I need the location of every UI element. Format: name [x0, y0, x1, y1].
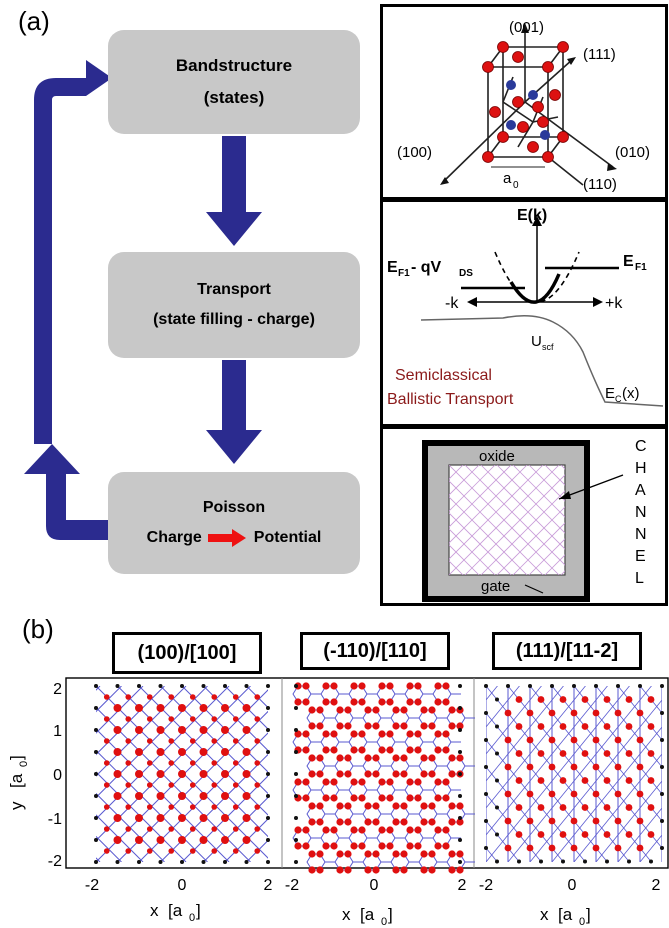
cross-section-diagram: oxide gate C H A N N E L	[422, 438, 647, 602]
caption-line2: Ballistic Transport	[387, 391, 514, 408]
x-label: x	[150, 901, 159, 920]
y-tick: -2	[48, 853, 62, 870]
x-unit: [a	[558, 905, 573, 924]
channel-letter: N	[635, 526, 647, 543]
x-unit-sub: 0	[579, 916, 585, 928]
x-tick: -2	[479, 877, 493, 894]
uscf-label: U	[531, 333, 542, 350]
x-tick: -2	[85, 877, 99, 894]
channel-letters: C H A N N E L	[635, 438, 647, 587]
x-tick: 2	[458, 877, 467, 894]
x-tick: 2	[652, 877, 661, 894]
lattice-plots: 2 1 0 -1 -2 -2 0 2 -2 0 2 -2 0 2 x [a 0 …	[7, 677, 669, 928]
ef1-left-tail-sub: DS	[459, 268, 473, 279]
crystal-diagram: (001) (111) (100) (010) (110) a 0	[397, 19, 650, 193]
red-arrow-icon	[207, 529, 246, 548]
a0-label: a	[503, 170, 512, 187]
potential-label: Potential	[253, 529, 322, 546]
x-unit: [a	[168, 901, 183, 920]
ef1-right-label: E	[623, 253, 634, 270]
dir-100: (100)	[397, 144, 432, 161]
dir-110: (110)	[583, 176, 617, 193]
ef1-right-sub: F1	[635, 262, 647, 273]
bandstructure-subtitle: (states)	[203, 88, 265, 107]
dir-111: (111)	[583, 46, 616, 63]
charge-label: Charge	[146, 529, 202, 546]
title-100: (100)/[100]	[112, 632, 262, 674]
title-111: (111)/[11-2]	[492, 632, 642, 670]
panel-b-label: (b)	[22, 614, 54, 644]
channel-letter: C	[635, 438, 647, 455]
channel-lattice	[449, 465, 565, 575]
x-tick: 0	[370, 877, 379, 894]
transport-box: Transport (state filling - charge)	[108, 252, 360, 358]
y-tick: 1	[53, 723, 62, 740]
x-ticks: -2 0 2 -2 0 2 -2 0 2	[85, 877, 661, 894]
transport-frame	[380, 199, 668, 427]
y-tick: -1	[48, 811, 62, 828]
panel-a-label: (a)	[18, 6, 50, 36]
ec-sub: C	[615, 394, 622, 404]
lattice-111	[484, 684, 664, 864]
feedback-arrow	[24, 444, 108, 540]
minus-k-label: -k	[445, 295, 459, 312]
x-tick: 0	[568, 877, 577, 894]
poisson-title: Poisson	[202, 498, 266, 516]
x-label: x	[540, 905, 549, 924]
y-tick: 0	[53, 767, 62, 784]
x-tick: -2	[285, 877, 299, 894]
uscf-sub: scf	[542, 342, 554, 352]
dir-001: (001)	[509, 19, 544, 36]
lattice-110	[292, 682, 475, 874]
transport-subtitle: (state filling - charge)	[153, 311, 315, 328]
ef1-left-label: E	[387, 259, 398, 276]
caption-line1: Semiclassical	[395, 367, 492, 384]
poisson-row: Charge Potential	[146, 523, 322, 553]
x-unit-sub: 0	[381, 916, 387, 928]
gate-label: gate	[481, 578, 510, 595]
x-unit: [a	[360, 905, 375, 924]
lattice-100	[96, 686, 268, 862]
dir-010: (010)	[615, 144, 650, 161]
down-arrow-2	[206, 360, 262, 464]
poisson-box: Poisson Charge Potential	[108, 472, 360, 574]
x-unit-close: ]	[586, 905, 591, 924]
y-label: y	[7, 801, 26, 810]
y-unit-close: ]	[7, 755, 26, 760]
a0-sub: 0	[513, 180, 519, 191]
oxide-label: oxide	[479, 448, 515, 465]
x-tick: 2	[264, 877, 273, 894]
atoms	[482, 41, 569, 163]
y-ticks: 2 1 0 -1 -2	[48, 681, 62, 870]
ek-label: E(k)	[517, 207, 547, 224]
loop-arrow-up	[34, 60, 112, 444]
channel-letter: N	[635, 504, 647, 521]
y-unit-sub: 0	[18, 761, 30, 767]
y-axis-label: y [a 0 ]	[7, 755, 30, 810]
flow-arrows	[24, 60, 262, 540]
bandstructure-title: Bandstructure	[175, 55, 293, 75]
channel-letter: E	[635, 548, 646, 565]
bandstructure-box: Bandstructure (states)	[108, 30, 360, 134]
channel-letter: A	[635, 482, 646, 499]
x-axis-labels: x [a 0 ] x [a 0 ] x [a 0 ]	[150, 901, 591, 928]
channel-letter: H	[635, 460, 647, 477]
y-unit: [a	[7, 773, 26, 788]
ec-tail: (x)	[622, 385, 640, 402]
y-tick: 2	[53, 681, 62, 698]
transport-title: Transport	[197, 280, 271, 298]
x-unit-close: ]	[388, 905, 393, 924]
plus-k-label: +k	[605, 295, 623, 312]
x-label: x	[342, 905, 351, 924]
x-unit-close: ]	[196, 901, 201, 920]
x-unit-sub: 0	[189, 912, 195, 924]
ec-label: E	[605, 385, 615, 402]
ef1-left-sub: F1	[398, 268, 410, 279]
down-arrow-1	[206, 136, 262, 246]
ef1-left-tail: - qV	[411, 259, 442, 276]
transport-diagram: E(k) E F1 - qV DS E F1 -k +k U scf Semic…	[387, 207, 664, 408]
title-110: (-110)/[110]	[300, 632, 450, 670]
channel-letter: L	[635, 570, 644, 587]
x-tick: 0	[178, 877, 187, 894]
